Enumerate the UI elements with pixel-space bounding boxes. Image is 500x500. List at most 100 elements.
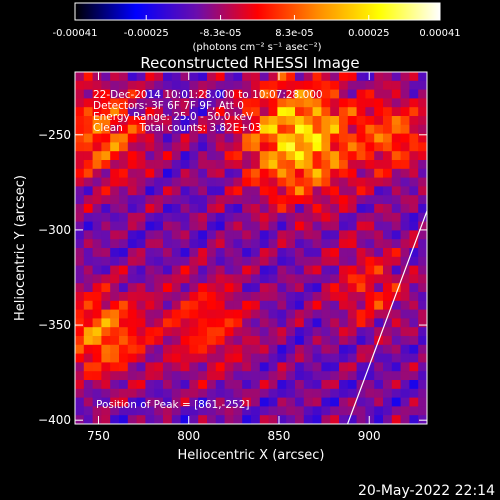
heatmap-cell bbox=[295, 353, 305, 363]
heatmap-cell bbox=[400, 248, 410, 258]
heatmap-cell bbox=[383, 89, 393, 99]
heatmap-cell bbox=[286, 283, 296, 293]
heatmap-cell bbox=[127, 256, 137, 266]
heatmap-cell bbox=[259, 133, 269, 143]
heatmap-cell bbox=[75, 116, 85, 126]
heatmap-cell bbox=[295, 239, 305, 249]
heatmap-cell bbox=[136, 168, 146, 178]
heatmap-cell bbox=[189, 353, 199, 363]
heatmap-cell bbox=[383, 388, 393, 398]
heatmap-cell bbox=[418, 239, 427, 249]
heatmap-cell bbox=[101, 344, 111, 354]
heatmap-cell bbox=[75, 80, 85, 90]
heatmap-cell bbox=[303, 265, 313, 275]
heatmap-cell bbox=[286, 353, 296, 363]
heatmap-cell bbox=[198, 248, 208, 258]
heatmap-cell bbox=[233, 300, 243, 310]
heatmap-cell bbox=[75, 274, 85, 284]
heatmap-cell bbox=[277, 124, 287, 134]
heatmap-cell bbox=[136, 327, 146, 337]
heatmap-cell bbox=[339, 318, 349, 328]
heatmap-cell bbox=[312, 406, 322, 416]
heatmap-cell bbox=[101, 195, 111, 205]
heatmap-cell bbox=[356, 248, 366, 258]
heatmap-cell bbox=[180, 98, 190, 108]
heatmap-cell bbox=[400, 336, 410, 346]
heatmap-cell bbox=[101, 265, 111, 275]
heatmap-cell bbox=[374, 318, 384, 328]
heatmap-cell bbox=[180, 283, 190, 293]
heatmap-cell bbox=[110, 133, 120, 143]
heatmap-cell bbox=[303, 239, 313, 249]
heatmap-cell bbox=[400, 292, 410, 302]
heatmap-cell bbox=[242, 309, 252, 319]
colorbar-ticks: -0.00041 -0.00025 -8.3e-05 8.3e-05 0.00025 0.… bbox=[53, 15, 461, 39]
heatmap-cell bbox=[277, 371, 287, 381]
heatmap-cell bbox=[189, 309, 199, 319]
heatmap-cell bbox=[303, 124, 313, 134]
heatmap-cell bbox=[400, 133, 410, 143]
heatmap-cell bbox=[400, 195, 410, 205]
heatmap-cell bbox=[365, 124, 375, 134]
heatmap-cell bbox=[136, 124, 146, 134]
heatmap-cell bbox=[312, 344, 322, 354]
heatmap-cell bbox=[119, 274, 129, 284]
heatmap-cell bbox=[83, 160, 93, 170]
heatmap-cell bbox=[189, 116, 199, 126]
heatmap-cell bbox=[409, 168, 419, 178]
heatmap-cell bbox=[207, 89, 217, 99]
heatmap-cell bbox=[83, 124, 93, 134]
heatmap-cell bbox=[391, 362, 401, 372]
heatmap-cell bbox=[189, 107, 199, 117]
heatmap-cell bbox=[215, 309, 225, 319]
heatmap-cell bbox=[295, 195, 305, 205]
heatmap-cell bbox=[180, 256, 190, 266]
heatmap-cell bbox=[145, 265, 155, 275]
heatmap-cell bbox=[163, 256, 173, 266]
heatmap-cell bbox=[330, 265, 340, 275]
heatmap-cell bbox=[321, 80, 331, 90]
heatmap-cell bbox=[374, 380, 384, 390]
heatmap-cell bbox=[171, 212, 181, 222]
heatmap-cell bbox=[83, 353, 93, 363]
heatmap-cell bbox=[259, 318, 269, 328]
heatmap-cell bbox=[154, 265, 164, 275]
heatmap-cell bbox=[391, 212, 401, 222]
plot-frame bbox=[74, 71, 428, 425]
heatmap-cell bbox=[145, 168, 155, 178]
heatmap-cell bbox=[145, 239, 155, 249]
heatmap-cell bbox=[374, 195, 384, 205]
heatmap-cell bbox=[321, 186, 331, 196]
heatmap-cell bbox=[119, 300, 129, 310]
heatmap-cell bbox=[277, 318, 287, 328]
heatmap-cell bbox=[251, 186, 261, 196]
heatmap-cell bbox=[163, 212, 173, 222]
heatmap-cell bbox=[101, 336, 111, 346]
heatmap-cell bbox=[400, 151, 410, 161]
heatmap-cell bbox=[154, 151, 164, 161]
heatmap-cell bbox=[110, 406, 120, 416]
heatmap-cell bbox=[75, 256, 85, 266]
colorbar-unit-label: (photons cm⁻² s⁻¹ asec⁻²) bbox=[192, 42, 321, 53]
heatmap-cell bbox=[242, 151, 252, 161]
heatmap-cell bbox=[286, 274, 296, 284]
heatmap-cell bbox=[207, 204, 217, 214]
heatmap-cell bbox=[180, 177, 190, 187]
heatmap-cell bbox=[119, 124, 129, 134]
heatmap-cell bbox=[75, 98, 85, 108]
heatmap-cell bbox=[339, 371, 349, 381]
heatmap-cell bbox=[189, 344, 199, 354]
heatmap-cell bbox=[347, 80, 357, 90]
heatmap-cell bbox=[233, 283, 243, 293]
heatmap-cell bbox=[207, 344, 217, 354]
heatmap-cell bbox=[224, 230, 234, 240]
heatmap-cell bbox=[119, 248, 129, 258]
heatmap-cell bbox=[268, 327, 278, 337]
heatmap-cell bbox=[110, 160, 120, 170]
y-tick-label: −300 bbox=[38, 223, 71, 237]
heatmap-cell bbox=[409, 80, 419, 90]
heatmap-cell bbox=[127, 80, 137, 90]
heatmap-cell bbox=[400, 353, 410, 363]
heatmap-cell bbox=[198, 318, 208, 328]
heatmap-cell bbox=[251, 142, 261, 152]
